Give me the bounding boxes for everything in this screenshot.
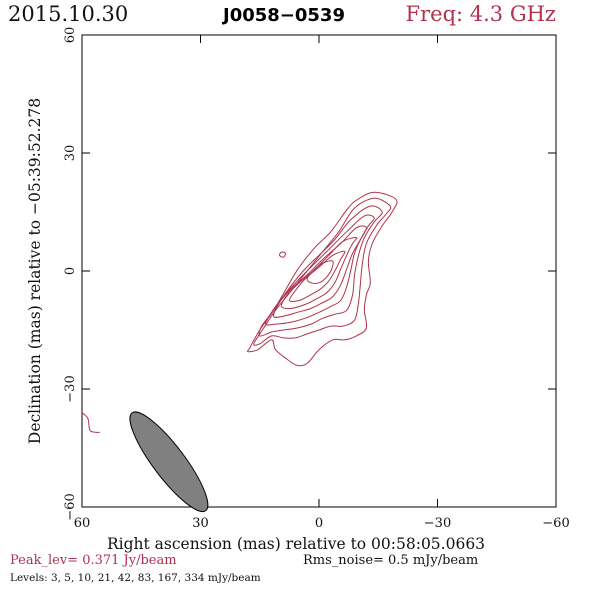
contour-level-83 (280, 237, 358, 310)
contour-level-3 (246, 191, 398, 367)
contour-level-167 (288, 250, 346, 302)
contour-level-334 (306, 260, 334, 284)
contour-levels: Levels: 3, 5, 10, 21, 42, 83, 167, 334 m… (10, 572, 261, 584)
frequency-label: Freq: 4.3 GHz (405, 2, 556, 26)
axis-tick-labels: 60 30 0 −30 −60 −60 −30 0 30 60 (63, 27, 570, 531)
contour-lines (81, 191, 398, 433)
x-tick-label: 30 (192, 516, 209, 531)
contour-edge-fragment (81, 412, 100, 433)
contour-level-5 (253, 197, 392, 346)
contour-level-21 (265, 214, 375, 326)
y-tick-label: 30 (63, 145, 78, 162)
x-tick-label: 0 (315, 516, 323, 531)
beam-ellipse (129, 411, 209, 513)
y-tick-label: −60 (63, 493, 78, 520)
y-tick-label: −30 (63, 375, 78, 402)
y-tick-label: 0 (63, 267, 78, 275)
observation-date: 2015.10.30 (8, 2, 129, 26)
source-name: J0058−0539 (223, 5, 345, 26)
y-tick-label: 60 (63, 27, 78, 44)
contour-blob (278, 251, 286, 258)
contour-level-10 (258, 205, 383, 337)
rms-noise: Rms_noise= 0.5 mJy/beam (303, 553, 479, 568)
y-axis-label: Declination (mas) relative to −05:39:52.… (26, 98, 44, 444)
peak-level: Peak_lev= 0.371 Jy/beam (10, 553, 177, 568)
x-tick-label: 60 (74, 516, 91, 531)
x-axis-label: Right ascension (mas) relative to 00:58:… (107, 535, 485, 553)
x-tick-label: −30 (424, 516, 451, 531)
contour-level-42 (273, 225, 367, 318)
x-tick-label: −60 (542, 516, 569, 531)
